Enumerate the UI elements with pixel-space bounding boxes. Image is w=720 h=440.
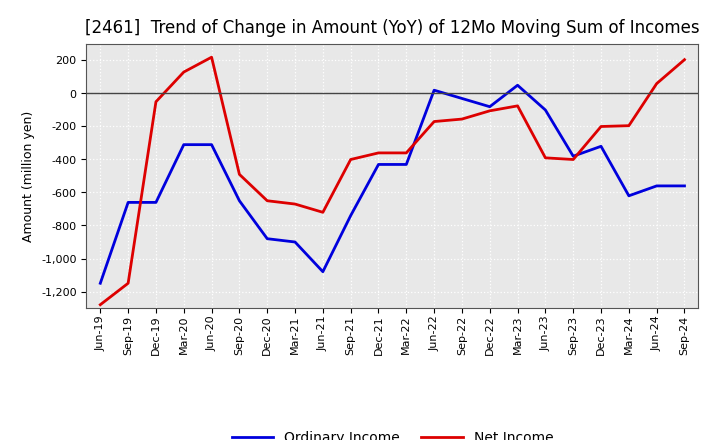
- Net Income: [430, 119, 438, 124]
- Ordinary Income: [207, 142, 216, 147]
- Net Income: [291, 202, 300, 207]
- Ordinary Income: [263, 236, 271, 241]
- Legend: Ordinary Income, Net Income: Ordinary Income, Net Income: [226, 426, 559, 440]
- Net Income: [513, 103, 522, 109]
- Net Income: [318, 209, 327, 215]
- Y-axis label: Amount (million yen): Amount (million yen): [22, 110, 35, 242]
- Ordinary Income: [291, 239, 300, 245]
- Ordinary Income: [597, 143, 606, 149]
- Net Income: [152, 99, 161, 104]
- Net Income: [402, 150, 410, 156]
- Net Income: [624, 123, 633, 128]
- Ordinary Income: [179, 142, 188, 147]
- Net Income: [346, 157, 355, 162]
- Ordinary Income: [402, 162, 410, 167]
- Net Income: [207, 55, 216, 60]
- Line: Net Income: Net Income: [100, 57, 685, 304]
- Ordinary Income: [541, 107, 550, 113]
- Ordinary Income: [318, 269, 327, 275]
- Title: [2461]  Trend of Change in Amount (YoY) of 12Mo Moving Sum of Incomes: [2461] Trend of Change in Amount (YoY) o…: [85, 19, 700, 37]
- Net Income: [458, 117, 467, 122]
- Ordinary Income: [374, 162, 383, 167]
- Net Income: [569, 157, 577, 162]
- Net Income: [124, 281, 132, 286]
- Net Income: [597, 124, 606, 129]
- Net Income: [485, 108, 494, 114]
- Ordinary Income: [513, 83, 522, 88]
- Ordinary Income: [430, 88, 438, 93]
- Net Income: [652, 81, 661, 86]
- Net Income: [179, 70, 188, 75]
- Line: Ordinary Income: Ordinary Income: [100, 85, 685, 283]
- Ordinary Income: [569, 154, 577, 159]
- Net Income: [680, 57, 689, 62]
- Ordinary Income: [458, 96, 467, 101]
- Net Income: [263, 198, 271, 203]
- Ordinary Income: [346, 213, 355, 218]
- Net Income: [374, 150, 383, 156]
- Ordinary Income: [624, 193, 633, 198]
- Ordinary Income: [235, 198, 243, 203]
- Net Income: [96, 302, 104, 307]
- Ordinary Income: [124, 200, 132, 205]
- Ordinary Income: [152, 200, 161, 205]
- Net Income: [541, 155, 550, 161]
- Net Income: [235, 172, 243, 177]
- Ordinary Income: [652, 183, 661, 188]
- Ordinary Income: [96, 281, 104, 286]
- Ordinary Income: [680, 183, 689, 188]
- Ordinary Income: [485, 104, 494, 109]
